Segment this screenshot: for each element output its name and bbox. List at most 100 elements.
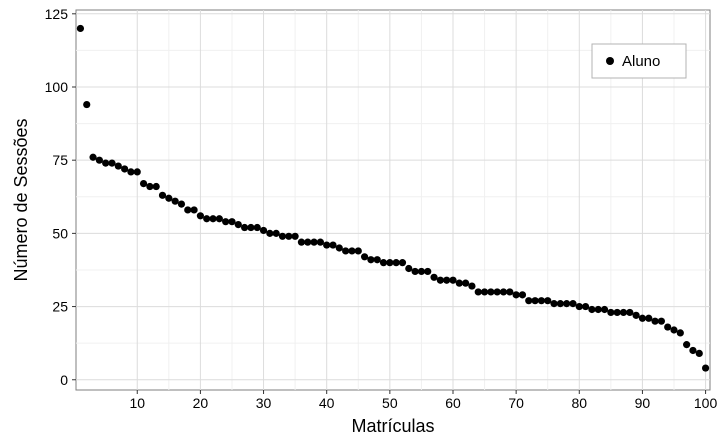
x-tick-label: 40 [319, 395, 335, 411]
data-point [695, 349, 703, 358]
data-point [335, 244, 343, 252]
data-point [121, 165, 129, 173]
data-point [184, 206, 192, 214]
data-point [114, 162, 122, 170]
data-point [411, 267, 419, 276]
legend: Aluno [591, 43, 687, 79]
data-point [247, 223, 255, 232]
data-point [556, 300, 564, 308]
data-point [272, 229, 280, 237]
data-point [139, 180, 148, 188]
x-axis-title: Matrículas [351, 416, 434, 436]
data-point [253, 223, 261, 232]
y-axis-title: Número de Sessões [11, 118, 31, 281]
data-point [316, 238, 324, 246]
data-point [575, 302, 583, 311]
data-point [594, 305, 602, 314]
data-point [266, 229, 274, 237]
data-point [310, 238, 318, 246]
data-point [480, 288, 489, 296]
data-point [152, 182, 160, 191]
data-point [581, 302, 590, 311]
data-point [638, 314, 647, 322]
x-tick-label: 70 [508, 395, 524, 411]
y-tick-label: 100 [45, 79, 69, 95]
data-point [670, 326, 678, 334]
data-point [518, 291, 527, 299]
data-point [689, 346, 697, 355]
data-point [537, 297, 545, 305]
x-axis-ticks: 10 20 30 40 50 60 70 80 90 100 [129, 390, 717, 411]
data-point [544, 297, 552, 305]
x-tick-label: 90 [635, 395, 651, 411]
data-point [512, 291, 520, 299]
data-point [158, 191, 167, 199]
data-point [683, 341, 691, 349]
x-tick-label: 60 [445, 395, 461, 411]
data-point [468, 282, 476, 290]
x-tick-label: 100 [694, 395, 717, 411]
data-point [417, 267, 426, 276]
y-tick-label: 75 [52, 152, 68, 168]
data-point [146, 182, 154, 191]
data-point [209, 215, 217, 223]
data-point [398, 259, 407, 267]
data-point [405, 264, 413, 273]
data-point [348, 247, 356, 255]
x-tick-label: 80 [571, 395, 587, 411]
data-point [563, 300, 571, 308]
legend-key-marker [606, 57, 614, 65]
data-point [165, 194, 173, 202]
data-point [626, 308, 634, 317]
data-point [462, 279, 470, 287]
data-point [222, 218, 230, 226]
data-point [278, 232, 287, 240]
data-point [234, 220, 242, 229]
x-tick-label: 10 [129, 395, 145, 411]
data-point [196, 212, 205, 220]
data-point [569, 300, 577, 308]
data-point [455, 279, 463, 287]
data-point [108, 159, 116, 167]
data-point [632, 311, 640, 319]
data-point [424, 267, 432, 276]
y-tick-label: 50 [52, 225, 68, 241]
data-point [474, 288, 482, 296]
data-point [190, 206, 198, 214]
data-point [342, 247, 350, 255]
data-point [297, 238, 306, 246]
data-point [323, 241, 331, 249]
y-tick-label: 0 [60, 372, 68, 388]
data-point [487, 288, 495, 296]
data-point [285, 232, 293, 240]
data-point [613, 308, 621, 317]
data-point [619, 308, 628, 317]
y-axis-ticks: 0 25 50 75 100 125 [45, 6, 76, 388]
data-point [95, 156, 103, 164]
data-point [259, 226, 268, 235]
data-point [588, 305, 596, 314]
x-tick-label: 50 [382, 395, 398, 411]
data-point [89, 153, 97, 161]
x-tick-label: 20 [193, 395, 209, 411]
y-tick-label: 25 [52, 299, 68, 315]
data-point [531, 297, 539, 305]
data-point [550, 300, 558, 308]
data-point [177, 200, 186, 208]
data-point [329, 241, 337, 249]
data-point [304, 238, 312, 246]
data-point [76, 24, 85, 33]
data-point [367, 256, 375, 264]
data-point [430, 273, 438, 281]
data-point [373, 256, 381, 264]
data-point [379, 259, 388, 267]
data-point [203, 215, 211, 223]
data-point [607, 308, 615, 317]
data-point [701, 364, 710, 372]
data-point [645, 314, 653, 322]
data-point [291, 232, 299, 240]
data-point [133, 168, 141, 176]
data-point [449, 276, 457, 284]
data-point [83, 100, 91, 109]
